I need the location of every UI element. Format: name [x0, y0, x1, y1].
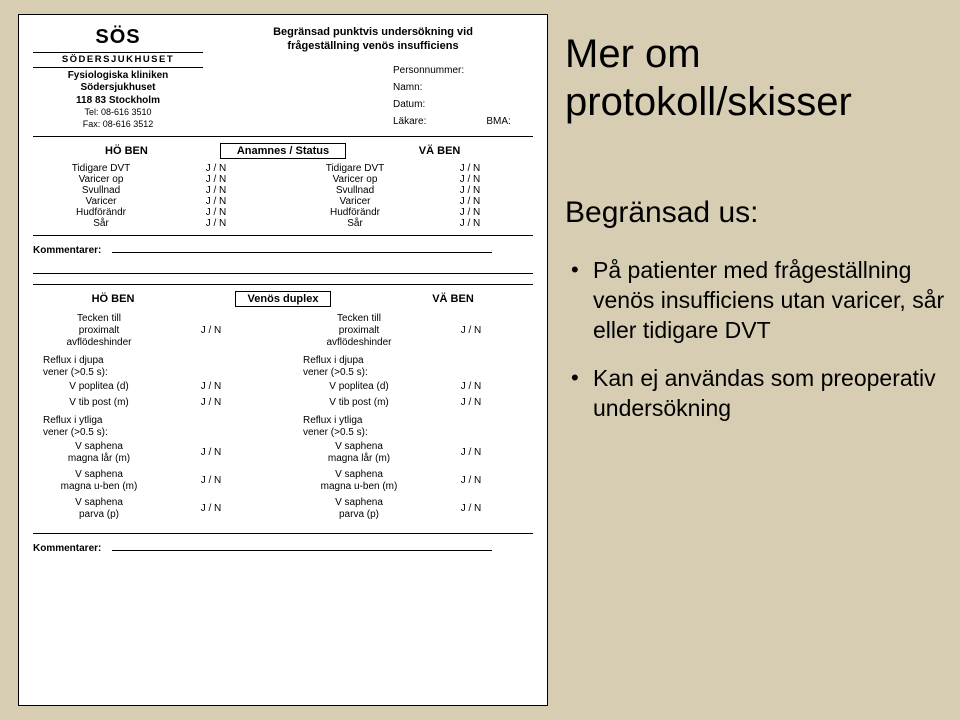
- form-header: SÖS SÖDERSJUKHUSET Fysiologiska kliniken…: [33, 25, 533, 130]
- meta-name: Namn:: [393, 79, 533, 96]
- duplex-right: Tecken tillproximaltavflödeshinderJ / N R…: [293, 313, 533, 525]
- anamnes-row: HudförändrJ / N: [290, 207, 530, 218]
- djupa-group: Reflux i djupavener (>0.5 s):V poplitea …: [293, 355, 533, 409]
- anamnes-row: Varicer opJ / N: [290, 174, 530, 185]
- ytliga-row: V saphenamagna lår (m)J / N: [33, 441, 273, 465]
- slide-bullets: På patienter med frågeställning venös in…: [565, 256, 945, 423]
- anamnes-row: VaricerJ / N: [290, 196, 530, 207]
- djupa-group: Reflux i djupavener (>0.5 s):V poplitea …: [33, 355, 273, 409]
- anamnes-header: HÖ BEN Anamnes / Status VÄ BEN: [33, 143, 533, 159]
- ytliga-group: Reflux i ytligavener (>0.5 s):V saphenam…: [293, 415, 533, 521]
- slide-title: Mer om protokoll/skisser: [565, 30, 945, 126]
- clinic-block: SÖS SÖDERSJUKHUSET Fysiologiska kliniken…: [33, 25, 203, 130]
- anamnes-row: SårJ / N: [290, 218, 530, 229]
- slide-text: Mer om protokoll/skisser Begränsad us: P…: [565, 30, 945, 441]
- meta-bma: BMA:: [486, 113, 510, 130]
- vaben-label: VÄ BEN: [346, 145, 533, 157]
- djupa-row: V poplitea (d)J / N: [293, 381, 533, 393]
- duplex-left: Tecken tillproximaltavflödeshinderJ / N R…: [33, 313, 273, 525]
- form-sheet: SÖS SÖDERSJUKHUSET Fysiologiska kliniken…: [18, 14, 548, 706]
- venos-box: Venös duplex: [235, 291, 332, 307]
- comment-row: Kommentarer:: [33, 242, 533, 274]
- meta-doc: Läkare:: [393, 113, 426, 130]
- comment-label: Kommentarer:: [33, 245, 101, 256]
- anamnes-row: HudförändrJ / N: [36, 207, 276, 218]
- djupa-row: V poplitea (d)J / N: [33, 381, 273, 393]
- meta-date: Datum:: [393, 96, 533, 113]
- anamnes-right: Tidigare DVTJ / NVaricer opJ / NSvullnad…: [290, 163, 530, 229]
- anamnes-row: VaricerJ / N: [36, 196, 276, 207]
- ytliga-row: V saphenamagna u-ben (m)J / N: [293, 469, 533, 493]
- ytliga-row: V saphenamagna lår (m)J / N: [293, 441, 533, 465]
- anamnes-box: Anamnes / Status: [220, 143, 346, 159]
- ytliga-row: V saphenaparva (p)J / N: [293, 497, 533, 521]
- bullet-1: På patienter med frågeställning venös in…: [571, 256, 945, 346]
- title-line1: Begränsad punktvis undersökning vid: [213, 25, 533, 39]
- logo-text: SÖS: [33, 25, 203, 50]
- meta-pn: Personnummer:: [393, 62, 533, 79]
- anamnes-row: Tidigare DVTJ / N: [290, 163, 530, 174]
- anamnes-table: Tidigare DVTJ / NVaricer opJ / NSvullnad…: [33, 163, 533, 229]
- hoben-label: HÖ BEN: [33, 145, 220, 157]
- anamnes-row: Tidigare DVTJ / N: [36, 163, 276, 174]
- djupa-row: V tib post (m)J / N: [33, 397, 273, 409]
- anamnes-row: Varicer opJ / N: [36, 174, 276, 185]
- clinic-fax: Fax: 08-616 3512: [33, 119, 203, 130]
- ytliga-row: V saphenaparva (p)J / N: [33, 497, 273, 521]
- comment-line1: [112, 242, 492, 253]
- logo-subline: SÖDERSJUKHUSET: [33, 52, 203, 68]
- clinic-line2: Södersjukhuset: [33, 82, 203, 95]
- venos-header: HÖ BEN Venös duplex VÄ BEN: [33, 291, 533, 307]
- form-title: Begränsad punktvis undersökning vid fråg…: [213, 25, 533, 130]
- tecken-row: Tecken tillproximaltavflödeshinderJ / N: [293, 313, 533, 349]
- bullet-2: Kan ej användas som preoperativ undersök…: [571, 364, 945, 424]
- slide-subtitle: Begränsad us:: [565, 196, 945, 230]
- anamnes-row: SårJ / N: [36, 218, 276, 229]
- vaben2: VÄ BEN: [373, 293, 533, 305]
- anamnes-row: SvullnadJ / N: [36, 185, 276, 196]
- djupa-row: V tib post (m)J / N: [293, 397, 533, 409]
- anamnes-row: SvullnadJ / N: [290, 185, 530, 196]
- comment-line2: [33, 260, 533, 274]
- clinic-tel: Tel: 08-616 3510: [33, 107, 203, 118]
- clinic-line1: Fysiologiska kliniken: [33, 70, 203, 83]
- clinic-line3: 118 83 Stockholm: [33, 95, 203, 108]
- comment-row2: Kommentarer:: [33, 540, 533, 554]
- title-line2: frågeställning venös insufficiens: [213, 39, 533, 53]
- ytliga-row: V saphenamagna u-ben (m)J / N: [33, 469, 273, 493]
- hoben2: HÖ BEN: [33, 293, 193, 305]
- duplex-section: Tecken tillproximaltavflödeshinderJ / N R…: [33, 313, 533, 525]
- comment-line3: [112, 540, 492, 551]
- anamnes-left: Tidigare DVTJ / NVaricer opJ / NSvullnad…: [36, 163, 276, 229]
- tecken-row: Tecken tillproximaltavflödeshinderJ / N: [33, 313, 273, 349]
- comment-label2: Kommentarer:: [33, 543, 101, 554]
- ytliga-group: Reflux i ytligavener (>0.5 s):V saphenam…: [33, 415, 273, 521]
